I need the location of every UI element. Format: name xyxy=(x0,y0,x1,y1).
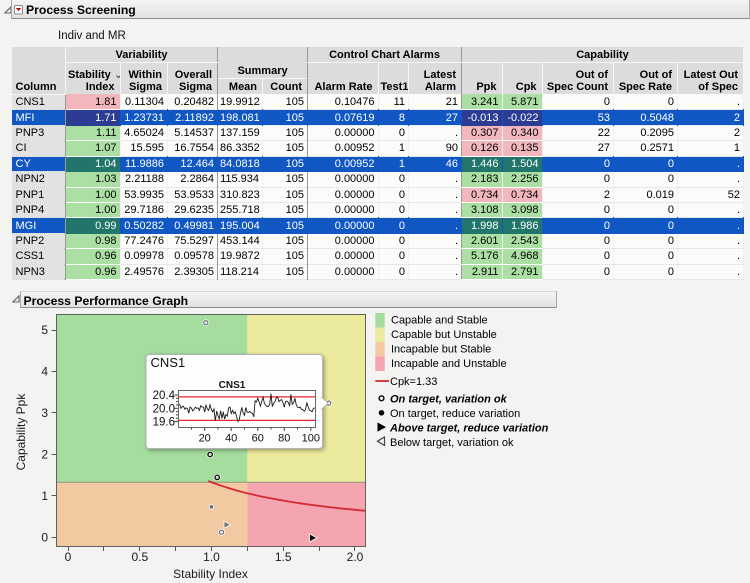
svg-text:On target, variation ok: On target, variation ok xyxy=(390,393,508,405)
svg-text:Above target, reduce variation: Above target, reduce variation xyxy=(389,422,549,434)
svg-text:20: 20 xyxy=(199,433,211,445)
svg-text:0.5: 0.5 xyxy=(131,550,148,564)
svg-text:4: 4 xyxy=(41,365,48,379)
svg-text:Capable but Unstable: Capable but Unstable xyxy=(391,329,497,341)
svg-text:20.0: 20.0 xyxy=(153,403,175,415)
svg-text:0: 0 xyxy=(65,550,72,564)
svg-text:2: 2 xyxy=(41,448,48,462)
svg-text:Stability Index: Stability Index xyxy=(173,567,248,581)
svg-text:60: 60 xyxy=(252,433,264,445)
svg-text:Capable and Stable: Capable and Stable xyxy=(391,315,488,327)
svg-text:Below target, variation ok: Below target, variation ok xyxy=(390,437,514,449)
svg-text:1.5: 1.5 xyxy=(275,550,292,564)
svg-text:19.6: 19.6 xyxy=(153,417,175,429)
svg-text:Capability Ppk: Capability Ppk xyxy=(14,393,28,471)
svg-text:CNS1: CNS1 xyxy=(151,355,186,370)
svg-text:1: 1 xyxy=(41,489,48,503)
svg-text:40: 40 xyxy=(225,433,237,445)
svg-text:2.0: 2.0 xyxy=(347,550,364,564)
svg-text:0: 0 xyxy=(41,531,48,545)
svg-text:20.4: 20.4 xyxy=(153,390,176,402)
svg-text:On target, reduce variation: On target, reduce variation xyxy=(390,408,520,420)
svg-text:Cpk=1.33: Cpk=1.33 xyxy=(390,376,437,388)
svg-text:CNS1: CNS1 xyxy=(219,380,246,391)
svg-text:5: 5 xyxy=(41,323,48,337)
svg-text:Incapable and Unstable: Incapable and Unstable xyxy=(391,358,507,370)
svg-text:3: 3 xyxy=(41,406,48,420)
svg-text:Incapable but Stable: Incapable but Stable xyxy=(391,344,491,356)
svg-text:100: 100 xyxy=(302,433,320,445)
svg-text:80: 80 xyxy=(278,433,290,445)
svg-text:1.0: 1.0 xyxy=(203,550,220,564)
